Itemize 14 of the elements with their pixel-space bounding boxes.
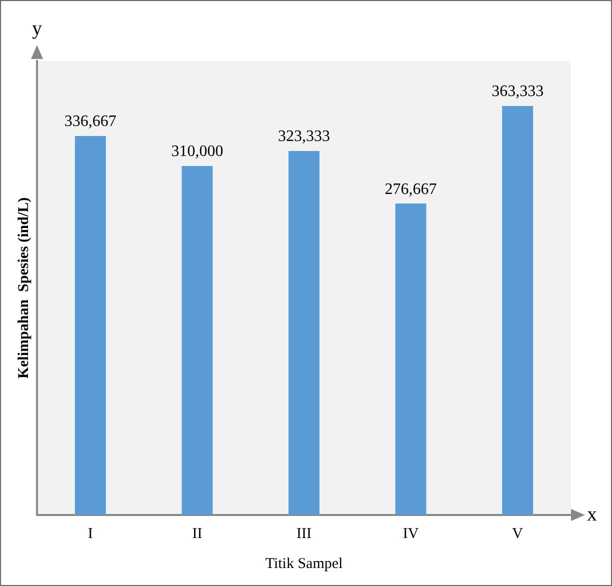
data-label: 336,667 [64, 113, 116, 130]
x-tick-label: V [512, 526, 524, 542]
data-label: 323,333 [278, 128, 330, 146]
text: y [32, 17, 42, 40]
text: x [587, 503, 597, 526]
data-label: 363,333 [492, 83, 544, 100]
y-axis-title: Kelimpahan Spesies (ind/L) [16, 197, 32, 379]
x-tick-label: III [296, 526, 312, 542]
x-tick-label: II [192, 526, 202, 542]
x-tick-label: I [88, 526, 93, 542]
x-axis-title: Titik Sampel [265, 556, 343, 572]
data-label: 276,667 [384, 180, 437, 198]
data-label: 310,000 [171, 143, 224, 160]
x-tick-label: IV [402, 526, 419, 542]
